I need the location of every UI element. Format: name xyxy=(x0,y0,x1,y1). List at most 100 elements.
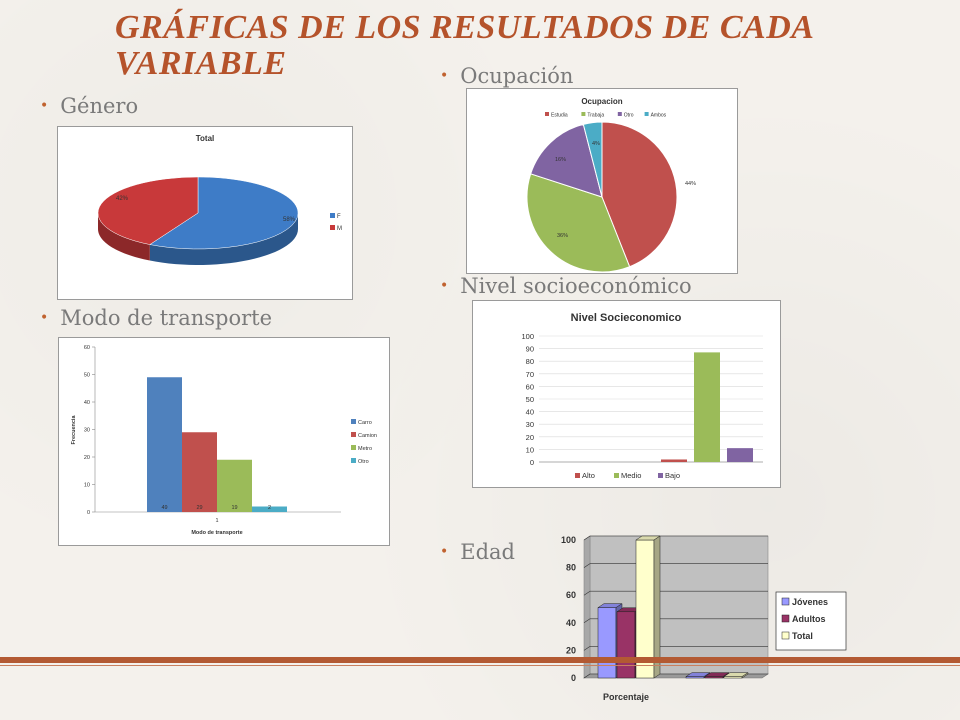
x-axis-label: Modo de transporte xyxy=(191,530,242,536)
chart-transporte: 0 10 20 30 40 50 60 49 29 19 2 1 Modo de transporte F… xyxy=(58,337,390,546)
legend-label-Otro: Otro xyxy=(624,113,634,119)
y-tick-label: 0 xyxy=(87,510,90,516)
bottom-rule-thin xyxy=(0,665,960,666)
legend-swatch-Estudia xyxy=(545,112,549,116)
legend-swatch-F xyxy=(330,213,335,218)
bar-Metro xyxy=(217,459,252,512)
legend-swatch-Trabaja xyxy=(581,112,586,116)
legend-swatch-Jóvenes xyxy=(781,597,790,606)
chart-ocupacion: Ocupacion Estudia Trabaja Otro Ambos 44% 36% 16… xyxy=(466,88,738,274)
legend-label-Ambos: Ambos xyxy=(651,113,667,119)
bullet-genero: • Género xyxy=(40,94,138,118)
legend-swatch-Otro xyxy=(351,458,356,463)
pie-label-Estudia: 44% xyxy=(685,181,696,187)
y-tick-label: 20 xyxy=(566,645,576,655)
legend-label-M: M xyxy=(337,226,342,232)
x-tick-label: Porcentaje xyxy=(603,692,649,702)
y-tick-label: 0 xyxy=(530,458,534,467)
pie-label-Trabaja: 36% xyxy=(557,233,568,239)
bar-Jóvenes xyxy=(597,607,617,679)
bullet-nivel-label: Nivel socioeconómico xyxy=(460,274,692,298)
chart-svg: Ocupacion Estudia Trabaja Otro Ambos 44% 36% 16… xyxy=(526,97,696,273)
legend-label-Metro: Metro xyxy=(358,446,372,452)
bottom-rule xyxy=(0,657,960,663)
y-tick-label: 60 xyxy=(84,345,90,351)
legend-swatch-Adultos xyxy=(781,614,790,623)
y-tick-label: 80 xyxy=(566,563,576,573)
bullet-transporte: • Modo de transporte xyxy=(40,306,272,330)
y-tick-label: 10 xyxy=(526,445,534,454)
pie-label-M: 42% xyxy=(116,196,129,202)
y-tick-label: 100 xyxy=(521,332,534,341)
chart-svg: Nivel Socieconomico 0 10 20 30 40 50 60 70 80 90 10… xyxy=(521,312,763,480)
y-tick-label: 90 xyxy=(526,345,534,354)
bar-side-Total xyxy=(653,535,661,679)
y-tick-label: 60 xyxy=(566,590,576,600)
legend-swatch-Metro xyxy=(351,445,356,450)
bullet-dot: • xyxy=(40,310,49,326)
y-tick-label: 40 xyxy=(566,618,576,628)
legend-label-Adultos: Adultos xyxy=(792,614,826,624)
legend-label-Alto: Alto xyxy=(582,471,595,480)
bar-side-Total xyxy=(741,672,749,679)
y-tick-label: 50 xyxy=(84,373,90,379)
grid-line-side xyxy=(583,673,591,679)
y-tick-label: 20 xyxy=(526,433,534,442)
pie-slice-Estudia xyxy=(601,121,678,268)
pie-slice-F xyxy=(149,176,299,250)
y-axis-label: Frecuencia xyxy=(71,415,77,445)
y-tick-label: 70 xyxy=(526,370,534,379)
chart-svg: 0 10 20 30 40 50 60 49 29 19 2 1 Modo de transporte F… xyxy=(71,345,377,536)
chart-svg: Total 58% 42% FM xyxy=(97,134,342,265)
pie-side-M xyxy=(98,213,150,261)
legend-swatch-Medio xyxy=(614,473,619,478)
bar-Adultos xyxy=(616,611,636,679)
y-tick-label: 60 xyxy=(526,382,534,391)
legend-swatch-M xyxy=(330,225,335,230)
legend-swatch-Camion xyxy=(351,432,356,437)
bullet-dot: • xyxy=(440,544,449,560)
y-tick-label: 10 xyxy=(84,483,90,489)
bar-Bajo xyxy=(727,448,753,462)
legend-label-F: F xyxy=(337,214,341,220)
slide-title: GRÁFICAS DE LOS RESULTADOS DE CADA VARIA… xyxy=(115,9,813,82)
legend-swatch-Ambos xyxy=(644,112,649,116)
y-tick-label: 30 xyxy=(84,428,90,434)
grid-line-side xyxy=(583,590,591,596)
grid-line-side xyxy=(583,535,591,541)
legend-label-Camion: Camion xyxy=(358,433,377,439)
legend-label-Medio: Medio xyxy=(621,471,641,480)
bullet-ocupacion-label: Ocupación xyxy=(460,64,574,88)
y-tick-label: 100 xyxy=(561,535,576,545)
legend-label-Trabaja: Trabaja xyxy=(587,113,604,119)
pie-slice-M xyxy=(97,176,199,245)
bullet-genero-label: Género xyxy=(60,94,139,118)
y-tick-label: 0 xyxy=(571,673,576,683)
pie-label-Ambos: 4% xyxy=(592,141,600,147)
bullet-transporte-label: Modo de transporte xyxy=(60,306,273,330)
data-label-Metro: 19 xyxy=(231,505,237,511)
chart-title: Ocupacion xyxy=(581,97,622,106)
chart-edad: 0 20 40 60 80 100 Porcentaje Jóvenes Adultos Tota… xyxy=(540,528,860,708)
legend-swatch-Alto xyxy=(575,473,580,478)
legend-swatch-Bajo xyxy=(658,473,663,478)
bullet-dot: • xyxy=(40,98,49,114)
data-label-Carro: 49 xyxy=(161,505,167,511)
bullet-nivel: • Nivel socioeconómico xyxy=(440,274,692,298)
legend-label-Jóvenes: Jóvenes xyxy=(792,597,828,607)
pie-slice-Otro xyxy=(530,123,603,198)
y-tick-label: 40 xyxy=(526,408,534,417)
y-tick-label: 30 xyxy=(526,420,534,429)
data-label-Otro: 2 xyxy=(268,505,271,511)
legend-label-Total: Total xyxy=(792,631,813,641)
data-label-Camion: 29 xyxy=(196,505,202,511)
legend-label-Otro: Otro xyxy=(358,459,369,465)
legend-swatch-Otro xyxy=(617,112,622,116)
grid-line-side xyxy=(583,618,591,624)
legend-label-Carro: Carro xyxy=(358,420,372,426)
legend-swatch-Total xyxy=(781,631,790,640)
bar-Alto xyxy=(661,459,687,462)
pie-side-F xyxy=(149,213,298,265)
bar-Carro xyxy=(147,377,182,512)
chart-title: Total xyxy=(196,134,215,143)
